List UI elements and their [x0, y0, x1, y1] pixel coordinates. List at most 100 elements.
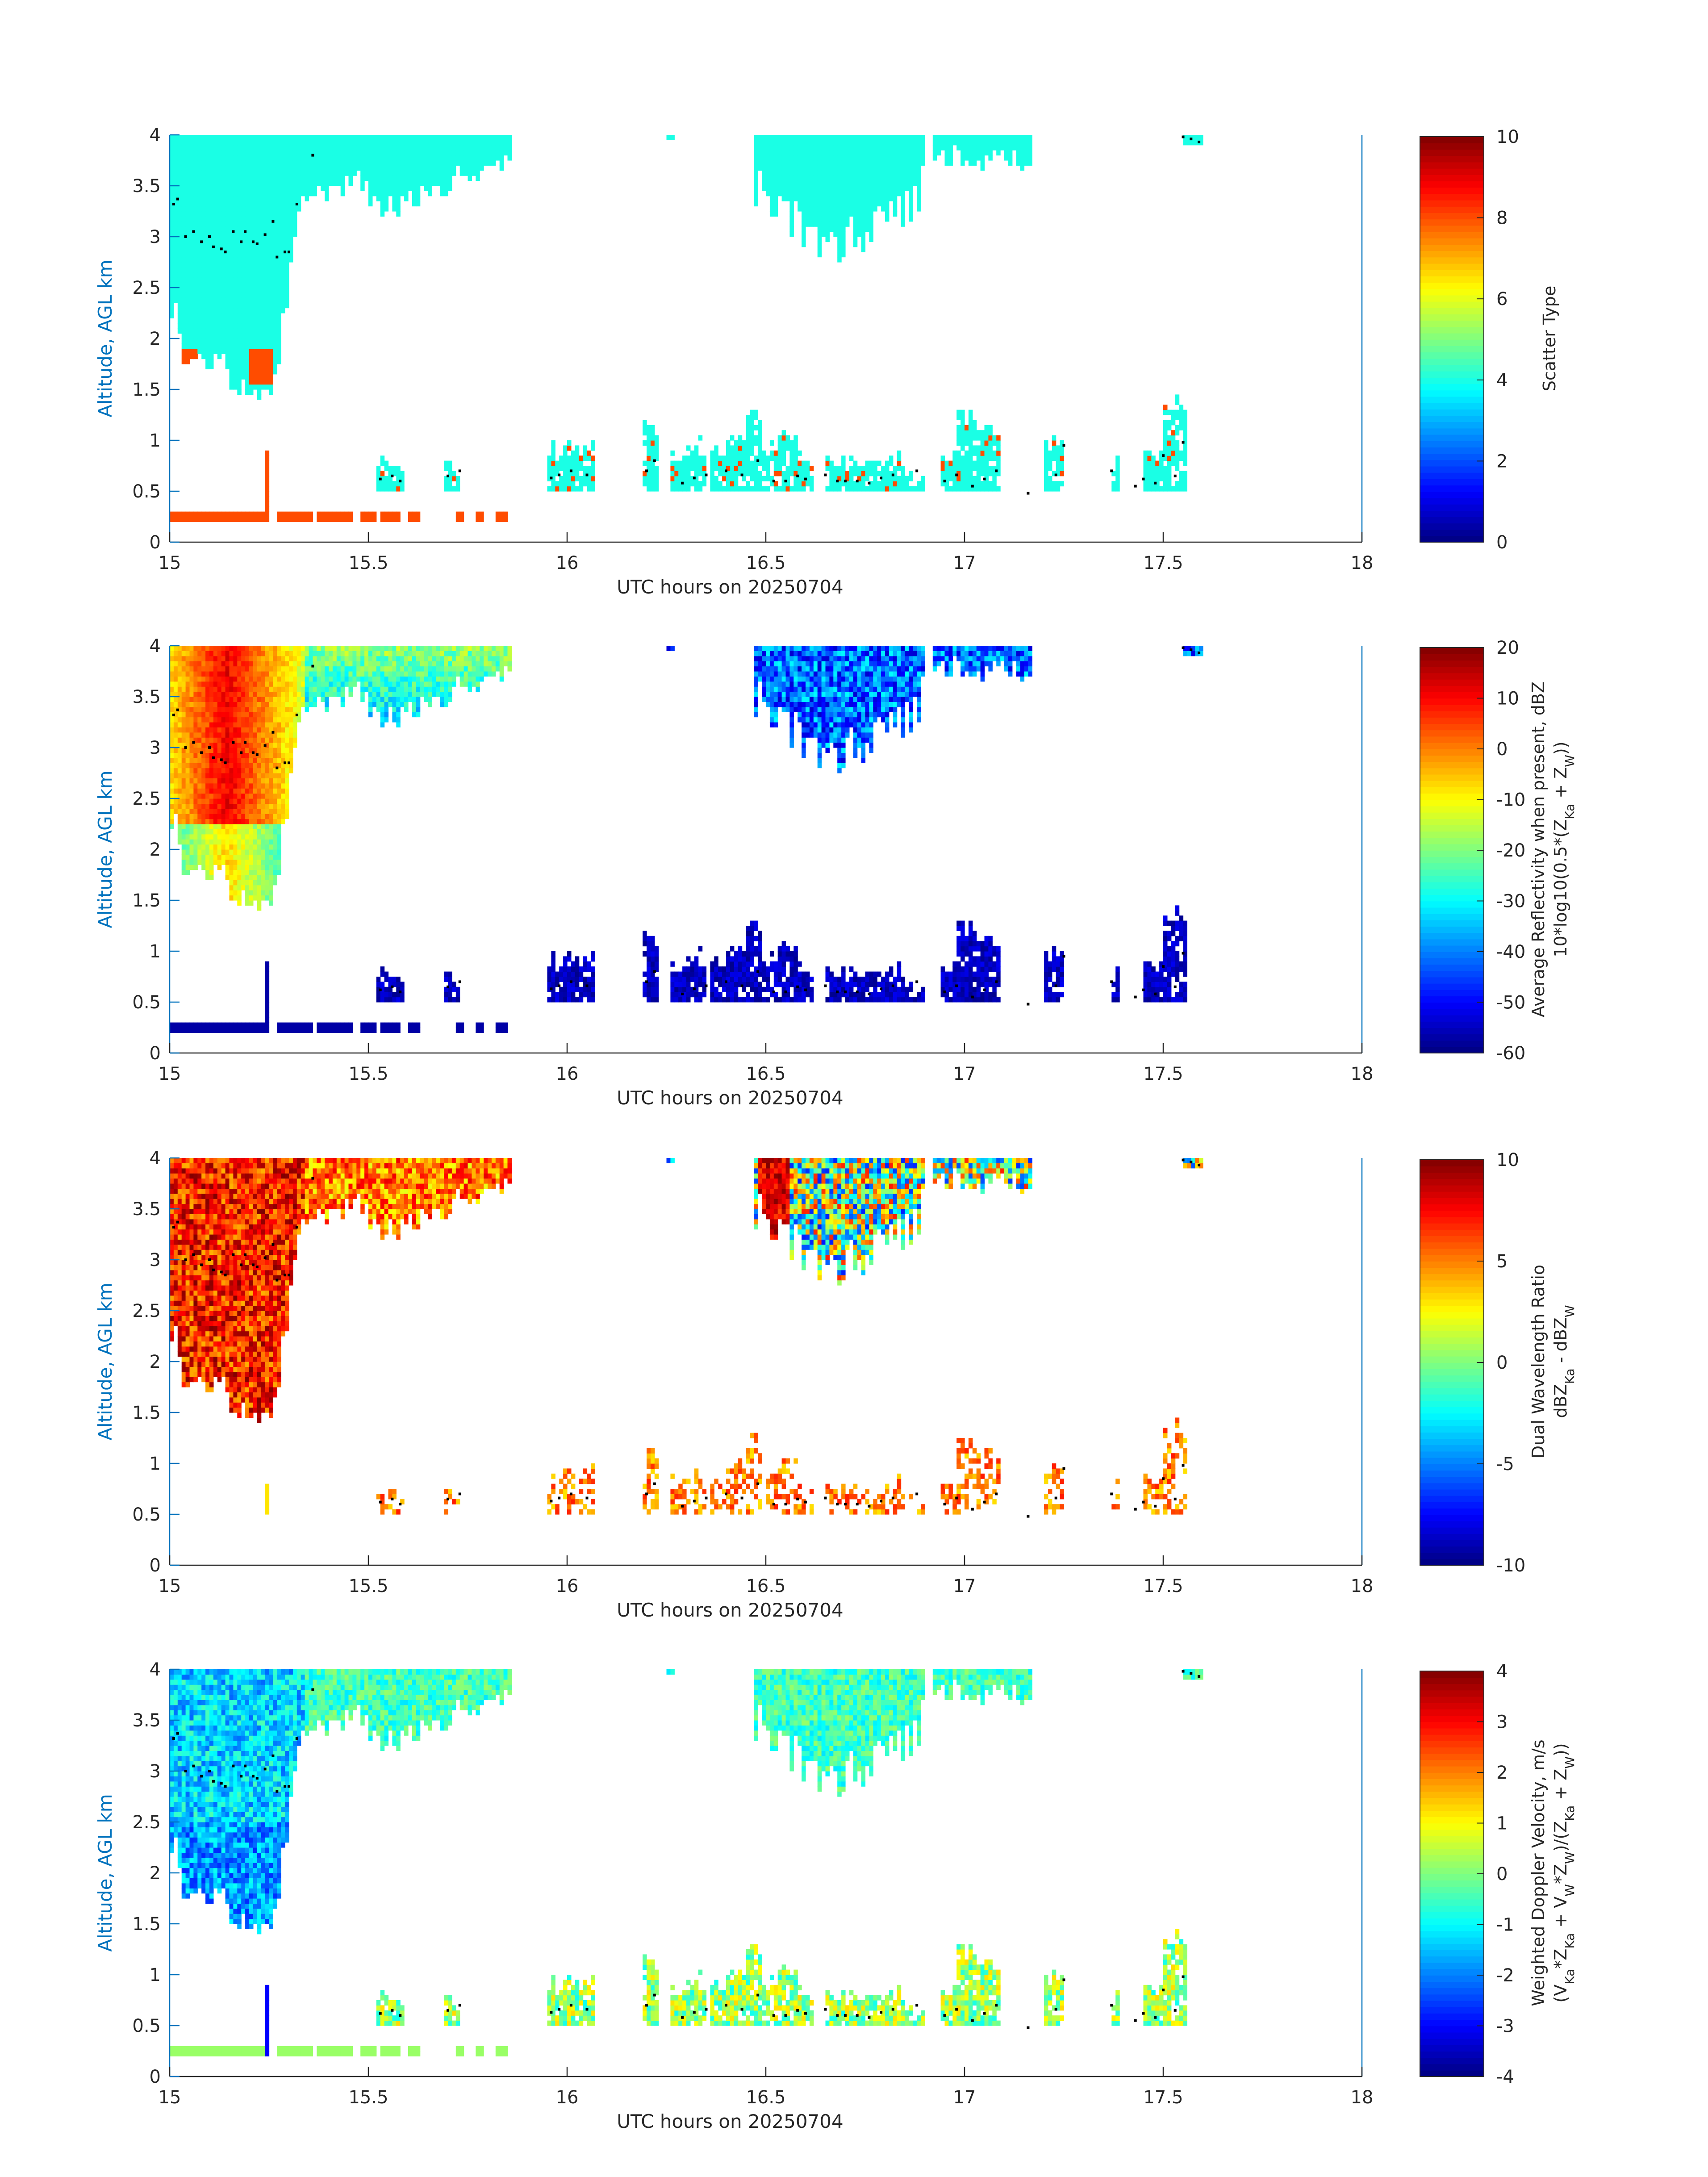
heatmap-cell — [261, 297, 266, 303]
heatmap-cell — [1016, 145, 1021, 150]
heatmap-cell — [177, 722, 182, 727]
heatmap-cell — [189, 277, 194, 283]
heatmap-cell — [376, 150, 381, 156]
heatmap-cell — [781, 471, 786, 476]
heatmap-cell — [233, 348, 238, 354]
heatmap-cell — [241, 191, 246, 196]
heatmap-cell — [225, 661, 230, 667]
heatmap-cell — [455, 160, 460, 166]
heatmap-cell — [785, 165, 790, 171]
heatmap-cell — [833, 150, 838, 156]
heatmap-cell — [193, 211, 198, 217]
heatmap-cell — [217, 854, 222, 860]
heatmap-cell — [221, 788, 226, 794]
heatmap-cell — [869, 237, 873, 242]
heatmap-cell — [221, 768, 226, 773]
heatmap-cell — [229, 517, 234, 522]
heatmap-cell — [948, 145, 953, 150]
heatmap-cell — [185, 517, 190, 522]
heatmap-cell — [233, 343, 238, 349]
heatmap-cell — [686, 455, 691, 461]
heatmap-cell — [861, 165, 866, 171]
heatmap-cell — [189, 292, 194, 298]
heatmap-cell — [781, 435, 786, 441]
heatmap-cell — [301, 135, 305, 140]
heatmap-cell — [233, 885, 238, 890]
heatmap-cell — [249, 880, 254, 886]
heatmap-cell — [1048, 450, 1052, 456]
heatmap-cell — [972, 450, 977, 456]
heatmap-cell — [710, 455, 714, 461]
heatmap-cell — [329, 145, 333, 150]
heatmap-cell — [746, 460, 750, 466]
heatmap-cell — [1052, 445, 1057, 451]
heatmap-cell — [273, 165, 277, 171]
heatmap-cell — [245, 676, 250, 682]
heatmap-cell — [865, 460, 869, 466]
heatmap-cell — [742, 445, 747, 451]
heatmap-cell — [205, 282, 210, 288]
heatmap-cell — [185, 247, 190, 252]
heatmap-cell — [249, 900, 254, 906]
heatmap-cell — [921, 476, 925, 481]
y-tick-label: 3.5 — [132, 176, 161, 196]
heatmap-cell — [865, 226, 869, 232]
heatmap-cell — [170, 717, 174, 723]
heatmap-cell — [448, 150, 452, 156]
heatmap-cell — [241, 1022, 246, 1028]
heatmap-cell — [185, 737, 190, 743]
heatmap-cell — [1147, 450, 1152, 456]
heatmap-cell — [789, 450, 794, 456]
heatmap-cell — [817, 211, 822, 217]
heatmap-cell — [340, 155, 345, 161]
heatmap-cell — [181, 247, 186, 252]
heatmap-cell — [189, 211, 194, 217]
heatmap-cell — [273, 348, 277, 354]
heatmap-cell — [813, 155, 818, 161]
cloud-base-dot — [796, 474, 799, 477]
heatmap-cell — [209, 671, 214, 677]
heatmap-cell — [965, 440, 969, 446]
heatmap-cell — [571, 466, 576, 471]
heatmap-cell — [233, 748, 238, 753]
heatmap-cell — [189, 348, 194, 354]
heatmap-cell — [980, 160, 985, 166]
heatmap-cell — [833, 486, 838, 492]
heatmap-cell — [1163, 466, 1168, 471]
heatmap-cell — [976, 481, 981, 487]
heatmap-cell — [313, 150, 317, 156]
heatmap-cell — [193, 803, 198, 809]
heatmap-cell — [233, 737, 238, 743]
heatmap-cell — [265, 466, 270, 471]
heatmap-cell — [376, 471, 381, 476]
heatmap-cell — [241, 348, 246, 354]
heatmap-cell — [281, 221, 285, 227]
heatmap-cell — [217, 216, 222, 222]
heatmap-cell — [201, 511, 206, 517]
y-tick-label: 1 — [150, 430, 161, 451]
heatmap-cell — [241, 333, 246, 339]
heatmap-cell — [420, 150, 425, 156]
heatmap-cell — [185, 343, 190, 349]
heatmap-cell — [265, 348, 270, 354]
heatmap-cell — [865, 196, 869, 201]
colorbar-band — [1420, 162, 1484, 169]
heatmap-cell — [889, 455, 894, 461]
heatmap-cell — [205, 135, 210, 140]
heatmap-cell — [408, 170, 413, 176]
heatmap-cell — [170, 661, 174, 667]
heatmap-cell — [464, 155, 468, 161]
heatmap-cell — [261, 313, 266, 318]
heatmap-cell — [396, 476, 401, 481]
heatmap-cell — [873, 186, 877, 191]
heatmap-cell — [245, 348, 250, 354]
heatmap-cell — [392, 175, 397, 181]
heatmap-cell — [221, 511, 226, 517]
heatmap-cell — [285, 186, 289, 191]
heatmap-cell — [269, 359, 273, 364]
heatmap-cell — [241, 844, 246, 850]
heatmap-cell — [229, 819, 234, 824]
heatmap-cell — [754, 460, 758, 466]
heatmap-cell — [769, 180, 774, 186]
heatmap-cell — [1183, 430, 1187, 436]
